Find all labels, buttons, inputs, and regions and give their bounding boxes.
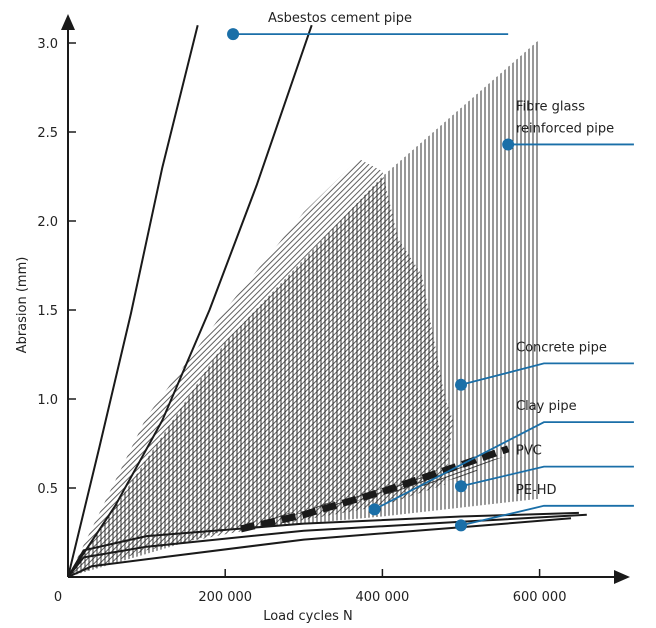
asbestos-cement-pipe-line-1	[67, 24, 199, 578]
pvc-leader-line	[460, 465, 634, 488]
pe-hd-label: PE-HD	[516, 483, 557, 498]
concrete-marker	[455, 378, 467, 391]
y-tick-label: 2.0	[37, 215, 58, 230]
y-axis-title: Abrasion (mm)	[15, 257, 30, 354]
clay-pipe-area	[68, 456, 509, 577]
pvc-dashed-line	[240, 445, 510, 533]
concrete-leader-line	[460, 362, 634, 386]
clay-leader-line	[374, 421, 634, 511]
x-tick-label: 200 000	[198, 590, 252, 605]
y-tick-label: 2.5	[37, 126, 58, 141]
annotations: Asbestos cement pipe Fibre glass reinforce…	[227, 11, 634, 532]
asbestos-marker	[227, 28, 240, 41]
pe-hd-leader-line	[460, 504, 634, 527]
y-tick-label: 1.5	[37, 304, 58, 319]
concrete-pipe-area	[68, 158, 454, 577]
fibre-glass-label-line-1: Fibre glass	[516, 99, 585, 114]
pvc-marker	[455, 480, 467, 493]
y-tick-label: 3.0	[37, 37, 58, 52]
pvc-label: PVC	[516, 444, 542, 459]
asbestos-label: Asbestos cement pipe	[268, 11, 412, 26]
x-axis-title: Load cycles N	[263, 609, 353, 624]
pe-hd-marker	[455, 519, 467, 532]
clay-label: Clay pipe	[516, 399, 577, 414]
concrete-label: Concrete pipe	[516, 340, 607, 355]
asbestos-cement-pipe-line-2	[67, 24, 313, 578]
axes	[61, 14, 630, 584]
plot-lines	[67, 24, 587, 578]
x-tick-label: 0	[54, 590, 62, 605]
plot-areas	[68, 39, 540, 577]
x-tick-label: 400 000	[356, 590, 410, 605]
x-ticks: 0 200 000 400 000 600 000	[54, 569, 567, 605]
pe-hd-line-3	[67, 517, 572, 578]
fibre-glass-label-line-2: reinforced pipe	[516, 121, 614, 136]
y-tick-label: 0.5	[37, 482, 58, 497]
pe-hd-line-1	[67, 511, 579, 578]
y-tick-label: 1.0	[37, 393, 58, 408]
y-ticks: 0.5 1.0 1.5 2.0 2.5 3.0	[37, 37, 76, 497]
x-tick-label: 600 000	[513, 590, 567, 605]
y-axis-arrow	[61, 14, 75, 30]
x-axis-arrow	[614, 570, 630, 584]
clay-marker	[368, 503, 381, 516]
fibre-glass-marker	[502, 138, 515, 151]
